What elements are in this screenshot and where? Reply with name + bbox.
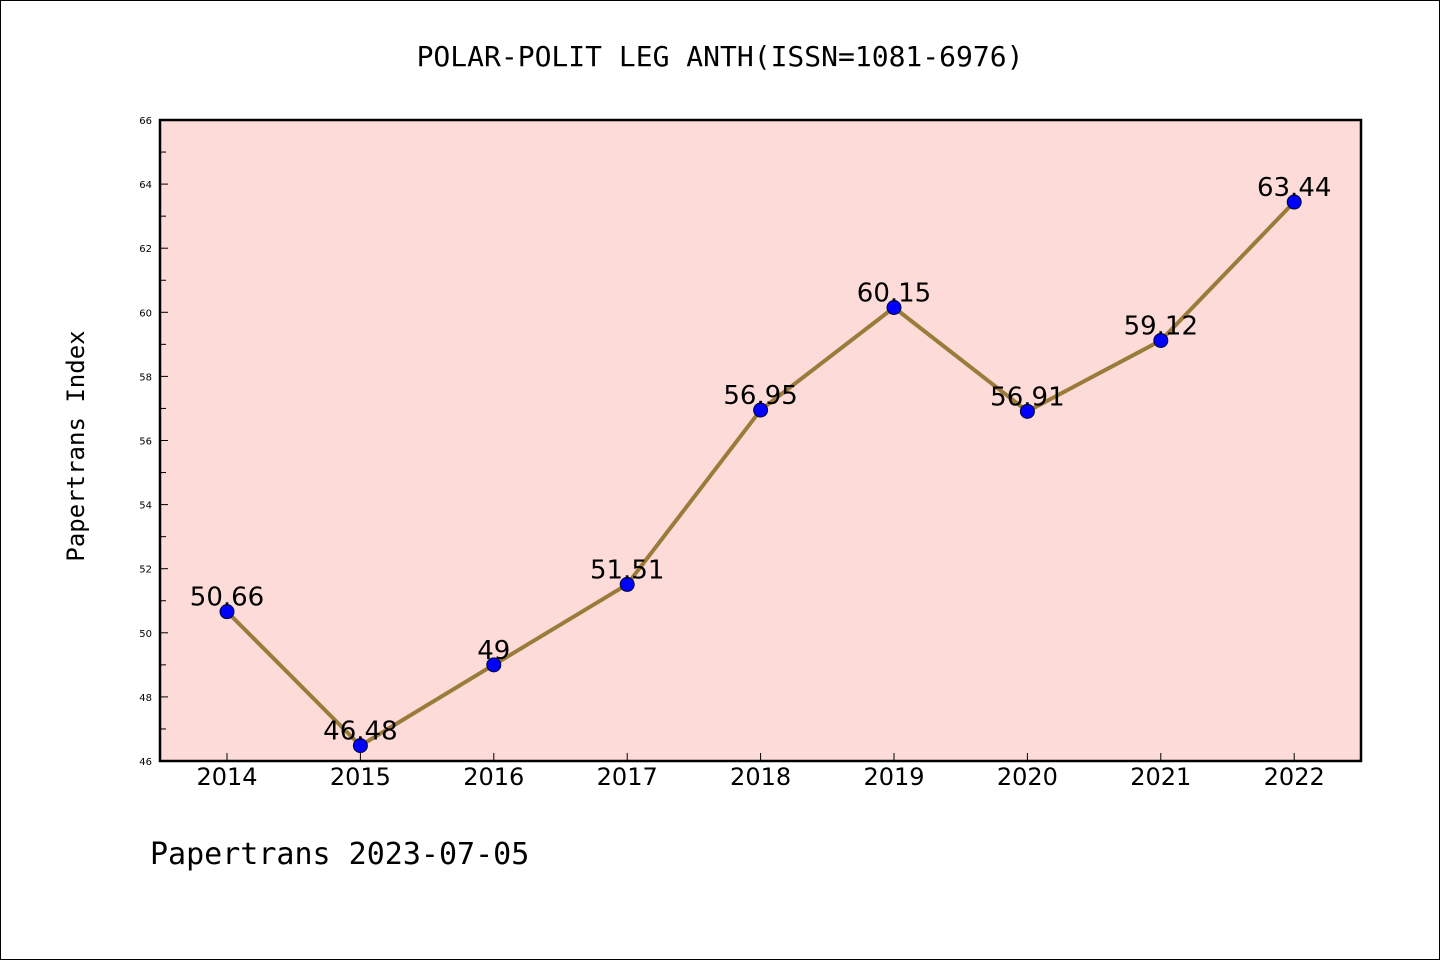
footer-date: Papertrans 2023-07-05	[150, 837, 529, 872]
x-tick-label: 2017	[597, 763, 658, 791]
data-label-2021: 59.12	[1124, 312, 1198, 342]
chart-title: POLAR-POLIT LEG ANTH(ISSN=1081-6976)	[417, 40, 1024, 73]
y-tick-label: 54	[139, 501, 152, 512]
data-point-2020	[1019, 403, 1035, 419]
data-point-2015	[352, 738, 368, 754]
data-label-2020: 56.91	[990, 382, 1064, 412]
data-point-2021	[1153, 333, 1169, 349]
x-tick-label: 2021	[1130, 763, 1191, 791]
x-tick-label: 2022	[1264, 763, 1325, 791]
data-label-2019: 60.15	[857, 278, 931, 308]
y-tick-label: 66	[139, 116, 152, 127]
x-tick-label: 2018	[730, 763, 791, 791]
data-point-2022	[1286, 194, 1302, 210]
x-tick-label: 2014	[196, 763, 257, 791]
data-point-2016	[486, 657, 502, 673]
data-label-2017: 51.51	[590, 555, 664, 585]
data-label-2018: 56.95	[723, 381, 797, 411]
data-label-2022: 63.44	[1257, 173, 1331, 203]
plot-area	[158, 118, 1363, 763]
y-tick-label: 62	[139, 244, 152, 255]
y-tick-label: 50	[139, 629, 152, 640]
x-tick-label: 2019	[863, 763, 924, 791]
y-tick-label: 58	[139, 372, 152, 383]
data-label-2014: 50.66	[190, 583, 264, 613]
data-point-2019	[886, 299, 902, 315]
y-tick-label: 52	[139, 565, 152, 576]
data-label-2015: 46.48	[323, 717, 397, 747]
data-point-2018	[753, 402, 769, 418]
y-axis: 46 48 50 52 54 56 58 60 62 64 66	[139, 116, 168, 768]
y-tick-label: 60	[139, 308, 152, 319]
data-label-2016: 49	[477, 636, 510, 666]
y-tick-label: 46	[139, 757, 152, 768]
x-tick-label: 2016	[463, 763, 524, 791]
y-tick-label: 56	[139, 437, 152, 448]
x-tick-label: 2015	[330, 763, 391, 791]
data-point-2014	[219, 604, 235, 620]
y-tick-label: 48	[139, 693, 152, 704]
x-axis: 2014 2015 2016 2017 2018 2019 2020 2021 2022	[196, 753, 1325, 791]
y-axis-label: Papertrans Index	[62, 330, 90, 561]
x-tick-label: 2020	[997, 763, 1058, 791]
data-markers	[219, 194, 1302, 754]
y-tick-label: 64	[139, 180, 152, 191]
data-labels: 50.66 46.48 49 51.51 56.95 60.15 56.91 59.12 63.…	[190, 173, 1332, 747]
data-point-2017	[619, 576, 635, 592]
